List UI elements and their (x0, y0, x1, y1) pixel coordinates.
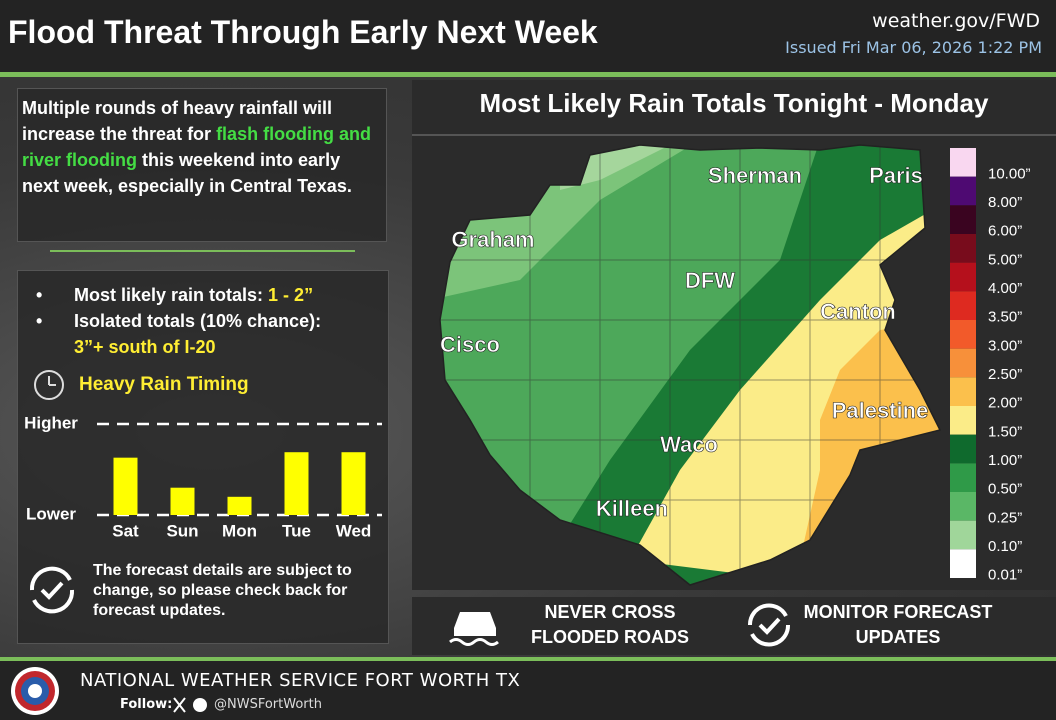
chart-title: Heavy Rain Timing (79, 374, 249, 395)
social-icons (173, 697, 207, 713)
city-label: Palestine (832, 398, 929, 423)
timing-chart: Heavy Rain Timing Lower Higher Sat Sun Mon Tu… (24, 370, 382, 540)
city-label: Killeen (596, 496, 668, 521)
legend-swatch (950, 320, 976, 349)
city-label: Graham (451, 227, 534, 252)
header-bar (0, 0, 1056, 72)
issued: Issued Fri Mar 06, 2026 1:22 PM (785, 38, 1042, 57)
legend-swatch (950, 234, 976, 263)
city-label: Sherman (708, 163, 802, 188)
x-tick-label: Sat (112, 521, 139, 540)
legend-label: 5.00” (988, 251, 1022, 268)
bullet-value: 1 - 2” (268, 285, 314, 305)
bar (170, 487, 195, 515)
summary: Multiple rounds of heavy rainfall will i… (17, 88, 387, 242)
nws-logo (11, 667, 59, 715)
follow: Follow: (120, 697, 173, 712)
legend-swatch (950, 291, 976, 320)
divider (412, 134, 1056, 136)
legend-label: 6.00” (988, 223, 1022, 240)
website: weather.gov/FWD (872, 10, 1040, 32)
legend-label: 0.50” (988, 481, 1022, 498)
legend-label: 10.00” (988, 165, 1031, 182)
map-title: Most Likely Rain Totals Tonight - Monday (479, 88, 989, 118)
summary-text: Multiple rounds of heavy rainfall will i… (22, 98, 333, 144)
city-label: Paris (869, 163, 923, 188)
legend-swatch (950, 463, 976, 492)
city-label: DFW (685, 268, 735, 293)
legend-swatch (950, 492, 976, 521)
legend-label: 3.00” (988, 337, 1022, 354)
city-label: Cisco (440, 332, 500, 357)
legend-swatch (950, 434, 976, 464)
city-label: Canton (820, 299, 896, 324)
city-label: Waco (660, 432, 718, 457)
map-outline (439, 144, 942, 586)
office: NATIONAL WEATHER SERVICE FORT WORTH TX (80, 670, 521, 691)
divider (0, 72, 1056, 77)
x-tick-label: Sun (166, 521, 198, 540)
handle: @NWSFortWorth (214, 697, 322, 712)
y-tick-label: Higher (24, 413, 78, 432)
clock-icon (34, 370, 64, 400)
legend-label: 4.00” (988, 280, 1022, 297)
bar (113, 457, 138, 515)
summary-highlight: flash flooding and river flooding (22, 124, 372, 170)
divider (50, 250, 355, 252)
x-tick-label: Mon (222, 521, 257, 540)
x-tick-label: Tue (282, 521, 311, 540)
bullets: • Most likely rain totals: 1 - 2” • Isolate… (30, 282, 380, 360)
legend-label: 8.00” (988, 194, 1022, 211)
legend-label: 0.10” (988, 538, 1022, 555)
legend-swatch (950, 148, 976, 177)
action: MONITOR FORECAST UPDATES (803, 602, 993, 647)
bullet-label: Most likely rain totals: (74, 285, 269, 305)
refresh-icon (29, 566, 75, 614)
info-box (17, 270, 389, 644)
legend-swatch (950, 377, 976, 406)
legend-swatch (950, 262, 976, 292)
divider (0, 657, 1056, 661)
bullet-label: Isolated totals (10% chance): (74, 311, 322, 331)
note: The forecast details are subject to chan… (93, 562, 352, 619)
car-icon (449, 612, 499, 646)
bullet: • Isolated totals (10% chance): 3”+ south … (30, 308, 380, 360)
legend-swatch (950, 176, 976, 206)
title: Flood Threat Through Early Next Week (8, 14, 598, 50)
bullet: • Most likely rain totals: 1 - 2” (30, 282, 380, 308)
bar (284, 452, 309, 515)
legend-label: 1.00” (988, 452, 1022, 469)
actions-bar (412, 597, 1056, 655)
bar (341, 452, 366, 515)
legend-label: 0.25” (988, 509, 1022, 526)
rain-map: Sherman Paris Graham DFW Canton Cisco Palestin… (439, 144, 1031, 586)
legend-swatch (950, 549, 976, 578)
rain-fields (440, 145, 940, 585)
legend-swatch (950, 205, 976, 234)
legend-label: 3.50” (988, 309, 1022, 326)
legend-swatch (950, 348, 976, 378)
summary-text: this weekend into early next week, espec… (22, 150, 352, 196)
legend-label: 2.50” (988, 366, 1022, 383)
action: NEVER CROSS FLOODED ROADS (530, 602, 689, 647)
bullet-value: 3”+ south of I-20 (74, 337, 216, 357)
legend-label: 0.01” (988, 567, 1022, 584)
refresh-icon (747, 603, 791, 647)
bullet-dot: • (36, 285, 43, 305)
x-tick-label: Wed (336, 521, 372, 540)
legend-label: 2.00” (988, 395, 1022, 412)
legend-swatch (950, 520, 976, 550)
y-tick-label: Lower (26, 504, 76, 523)
legend-swatch (950, 406, 976, 435)
bar (227, 496, 252, 515)
legend-label: 1.50” (988, 423, 1022, 440)
bullet-dot: • (36, 311, 43, 331)
